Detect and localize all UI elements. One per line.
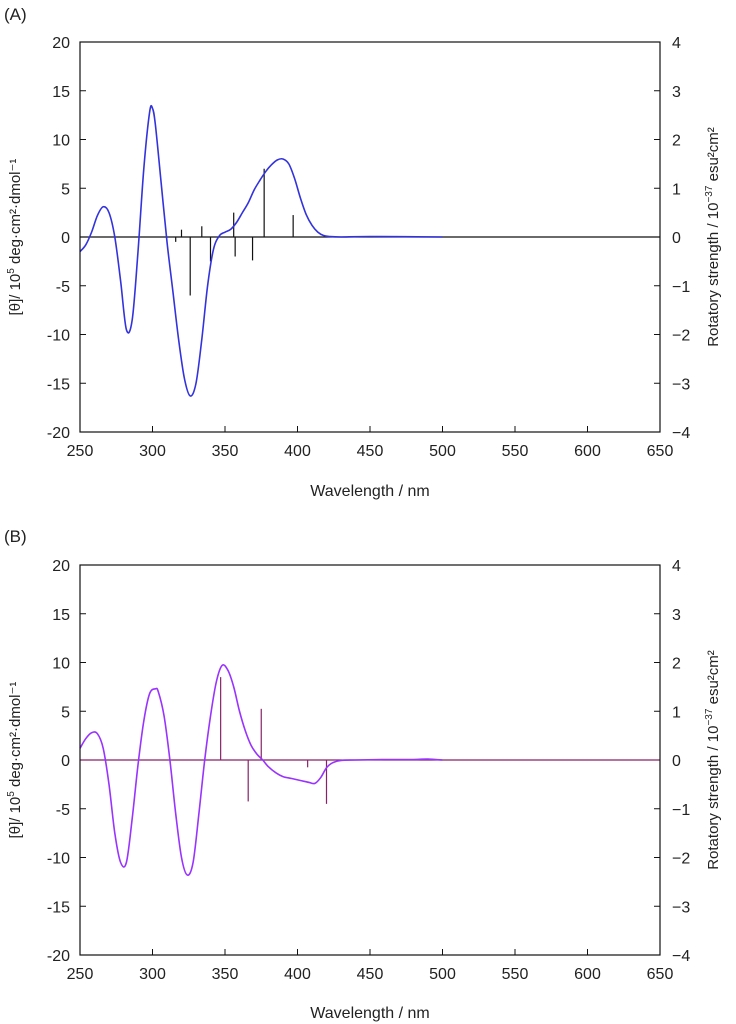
panel-b-x-axis-label: Wavelength / nm [310,1005,429,1022]
panel-a-y-right-tick-label: 3 [672,84,681,101]
panel-a-label: (A) [4,5,27,24]
panel-a-y-left-axis-label: [θ]/ 105 deg·cm²·dmol⁻¹ [6,159,24,316]
panel-b-y-right-tick-label: 0 [672,753,681,770]
panel-b-y-left-tick-label: 15 [52,607,70,624]
panel-a-x-axis-label: Wavelength / nm [310,483,429,500]
panel-b-y-left-label-exponent: 5 [6,791,17,797]
panel-b-y-right-tick-label: −2 [672,851,690,868]
panel-a-plot: 250 300 350 400 450 500 550 600 65020151050-5-10… [47,35,690,460]
panel-a-x-tick-label: 250 [67,443,94,460]
panel-b-y-right-tick-label: −3 [672,899,690,916]
panel-a-y-left-tick-label: -20 [47,425,70,442]
panel-b-y-left-tick-label: -15 [47,899,70,916]
panel-b-label: (B) [4,527,27,546]
panel-a-x-tick-label: 300 [139,443,166,460]
panel-a-y-left-tick-label: 0 [61,230,70,247]
panel-a-y-left-tick-label: 20 [52,35,70,52]
panel-a-x-tick-label: 650 [647,443,674,460]
panel-b-x-tick-label: 400 [284,966,311,983]
panel-b-y-right-tick-label: 2 [672,656,681,673]
panel-b-y-right-tick-label: −4 [672,948,690,965]
panel-b-y-right-label-prefix: Rotatory strength / 10 [705,726,722,870]
panel-a-y-right-tick-label: −3 [672,376,690,393]
panel-b: (B) 250 300 350 400 450 500 550 600 65020151050-… [4,527,722,1022]
panel-a-cd-curve [79,104,443,397]
panel-b-y-right-label-exponent: −37 [704,708,715,725]
panel-a-y-left-label-prefix: [θ]/ 10 [7,274,24,316]
panel-a-y-right-tick-label: 1 [672,181,681,198]
panel-a-sticks [175,168,294,296]
panel-a-y-right-label-prefix: Rotatory strength / 10 [705,203,722,347]
panel-a: (A) 250 300 350 400 450 500 550 600 65020151050-… [4,5,722,500]
panel-a-y-right-tick-label: 0 [672,230,681,247]
panel-b-x-tick-label: 500 [429,966,456,983]
panel-a-x-tick-label: 450 [357,443,384,460]
panel-a-y-left-tick-label: 15 [52,84,70,101]
panel-a-y-left-tick-label: 5 [61,181,70,198]
panel-b-cd-curve [79,664,443,876]
panel-b-y-right-tick-label: 1 [672,704,681,721]
panel-a-x-tick-label: 400 [284,443,311,460]
panel-b-plot: 250 300 350 400 450 500 550 600 65020151050-5-10… [47,558,690,983]
panel-b-y-right-tick-label: 3 [672,607,681,624]
panel-a-y-left-tick-label: -5 [56,279,70,296]
panel-a-y-right-label-suffix: esu²cm² [705,127,722,185]
panel-a-y-right-tick-label: 2 [672,133,681,150]
panel-b-y-left-label-prefix: [θ]/ 10 [7,797,24,839]
panel-a-y-right-label-exponent: −37 [704,185,715,202]
panel-b-y-left-axis-label: [θ]/ 105 deg·cm²·dmol⁻¹ [6,682,24,839]
panel-a-y-right-tick-label: −2 [672,328,690,345]
panel-b-x-tick-label: 650 [647,966,674,983]
panel-b-x-tick-label: 550 [502,966,529,983]
panel-a-y-right-axis-label: Rotatory strength / 10−37 esu²cm² [704,127,722,347]
panel-a-y-right-tick-label: −1 [672,279,690,296]
panel-b-y-left-label-suffix: deg·cm²·dmol⁻¹ [7,682,24,792]
panel-b-y-left-tick-label: 20 [52,558,70,575]
panel-a-y-left-label-suffix: deg·cm²·dmol⁻¹ [7,159,24,269]
panel-b-y-left-tick-label: -10 [47,851,70,868]
panel-b-x-tick-label: 450 [357,966,384,983]
panel-a-plot-frame [79,41,661,433]
panel-b-y-left-tick-label: 0 [61,753,70,770]
panel-b-x-tick-label: 300 [139,966,166,983]
panel-a-x-tick-label: 550 [502,443,529,460]
panel-b-y-left-tick-label: -20 [47,948,70,965]
panel-b-y-right-axis-label: Rotatory strength / 10−37 esu²cm² [704,650,722,870]
panel-b-plot-frame [79,564,661,956]
panel-b-y-left-tick-label: 10 [52,656,70,673]
panel-a-y-left-tick-label: -15 [47,376,70,393]
panel-b-x-tick-label: 350 [212,966,239,983]
panel-a-y-right-tick-label: 4 [672,35,681,52]
panel-b-y-right-label-suffix: esu²cm² [705,650,722,708]
panel-a-x-tick-label: 350 [212,443,239,460]
panel-b-y-left-tick-label: -5 [56,802,70,819]
panel-a-x-tick-label: 500 [429,443,456,460]
panel-a-ticks: 250 300 350 400 450 500 550 600 65020151050-5-10… [47,35,690,460]
panel-a-y-right-tick-label: −4 [672,425,690,442]
panel-b-x-tick-label: 250 [67,966,94,983]
panel-a-y-left-label-exponent: 5 [6,268,17,274]
panel-a-y-left-tick-label: 10 [52,133,70,150]
panel-b-y-right-tick-label: 4 [672,558,681,575]
panel-a-y-left-tick-label: -10 [47,328,70,345]
panel-a-x-tick-label: 600 [574,443,601,460]
panel-b-y-right-tick-label: −1 [672,802,690,819]
panel-b-y-left-tick-label: 5 [61,704,70,721]
panel-b-ticks: 250 300 350 400 450 500 550 600 65020151050-5-10… [47,558,690,983]
panel-b-x-tick-label: 600 [574,966,601,983]
